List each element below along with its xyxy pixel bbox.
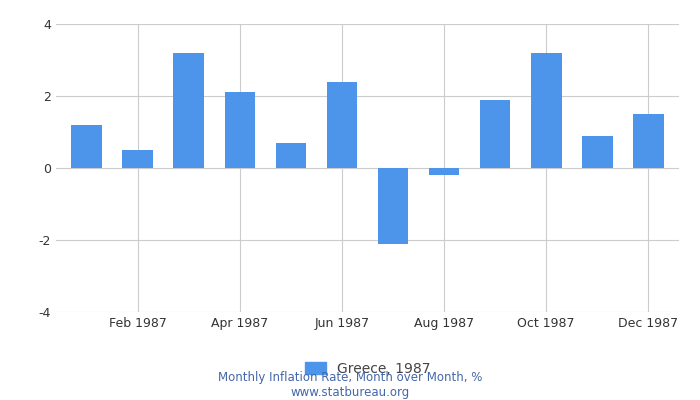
Bar [429,168,459,175]
Bar [582,136,612,168]
Bar [531,53,561,168]
Bar [633,114,664,168]
Bar [71,125,102,168]
Bar [225,92,256,168]
Bar [378,168,408,244]
Text: www.statbureau.org: www.statbureau.org [290,386,410,399]
Bar [122,150,153,168]
Text: Monthly Inflation Rate, Month over Month, %: Monthly Inflation Rate, Month over Month… [218,372,482,384]
Bar [174,53,204,168]
Bar [276,143,306,168]
Bar [480,100,510,168]
Bar [327,82,357,168]
Legend: Greece, 1987: Greece, 1987 [299,356,436,382]
